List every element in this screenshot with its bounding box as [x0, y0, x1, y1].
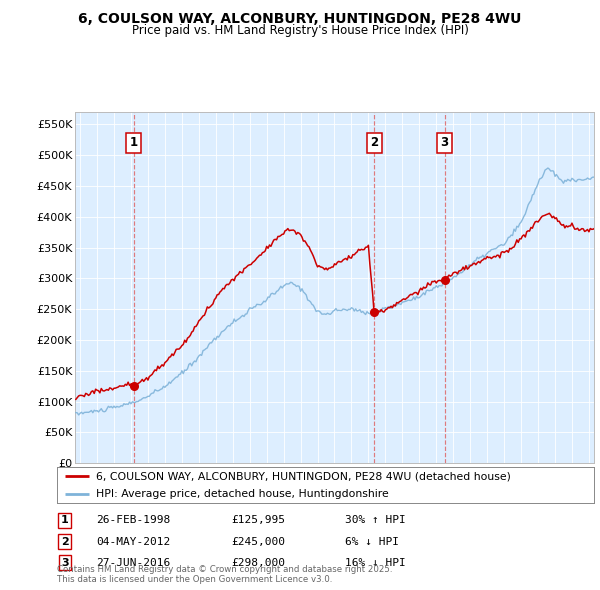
- Text: £298,000: £298,000: [231, 558, 285, 568]
- Text: 27-JUN-2016: 27-JUN-2016: [96, 558, 170, 568]
- Text: 1: 1: [61, 516, 68, 525]
- Text: 1: 1: [130, 136, 137, 149]
- Text: £125,995: £125,995: [231, 516, 285, 525]
- Text: 3: 3: [61, 558, 68, 568]
- Text: 6, COULSON WAY, ALCONBURY, HUNTINGDON, PE28 4WU (detached house): 6, COULSON WAY, ALCONBURY, HUNTINGDON, P…: [95, 471, 511, 481]
- Text: 6% ↓ HPI: 6% ↓ HPI: [345, 537, 399, 546]
- Text: 30% ↑ HPI: 30% ↑ HPI: [345, 516, 406, 525]
- Text: Contains HM Land Registry data © Crown copyright and database right 2025.
This d: Contains HM Land Registry data © Crown c…: [57, 565, 392, 584]
- Text: 6, COULSON WAY, ALCONBURY, HUNTINGDON, PE28 4WU: 6, COULSON WAY, ALCONBURY, HUNTINGDON, P…: [79, 12, 521, 26]
- Text: 04-MAY-2012: 04-MAY-2012: [96, 537, 170, 546]
- Text: 2: 2: [61, 537, 68, 546]
- Text: 3: 3: [440, 136, 449, 149]
- Text: HPI: Average price, detached house, Huntingdonshire: HPI: Average price, detached house, Hunt…: [95, 489, 388, 499]
- Text: 26-FEB-1998: 26-FEB-1998: [96, 516, 170, 525]
- Text: 16% ↓ HPI: 16% ↓ HPI: [345, 558, 406, 568]
- Text: £245,000: £245,000: [231, 537, 285, 546]
- Text: Price paid vs. HM Land Registry's House Price Index (HPI): Price paid vs. HM Land Registry's House …: [131, 24, 469, 37]
- Text: 2: 2: [370, 136, 378, 149]
